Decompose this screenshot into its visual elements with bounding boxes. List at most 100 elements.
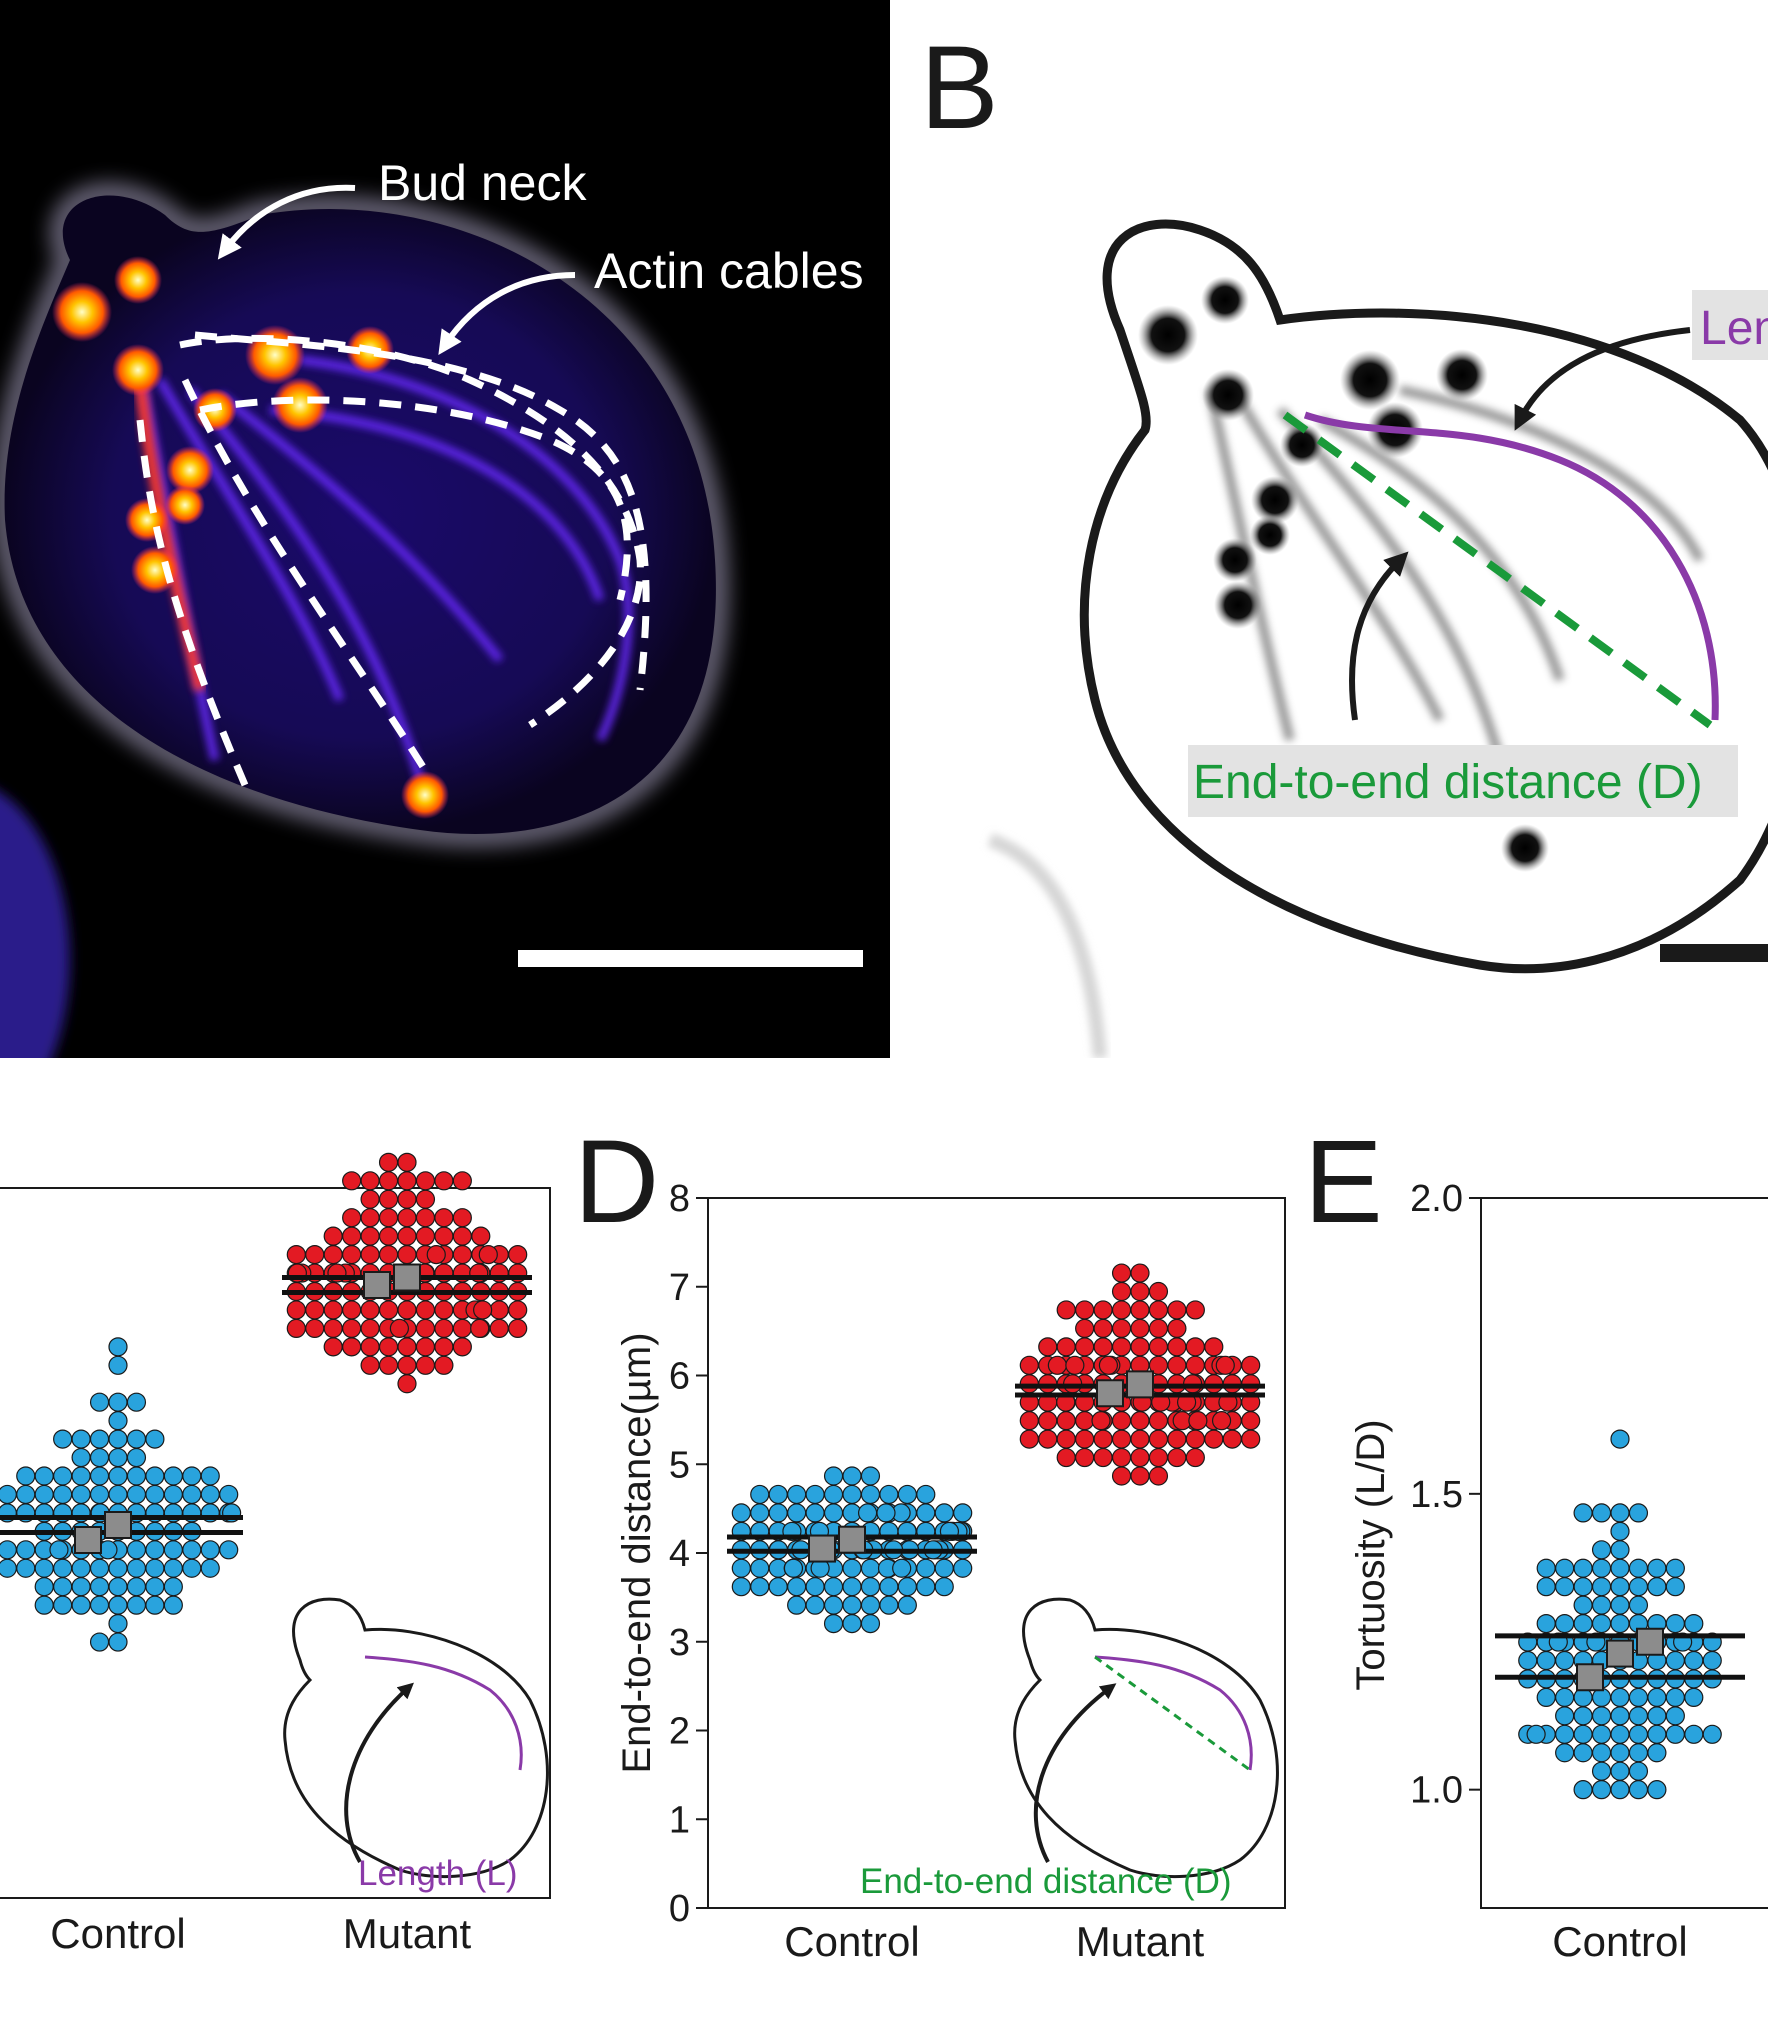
- data-point-control: [1610, 1706, 1630, 1726]
- data-point-mutant: [378, 1171, 399, 1191]
- panel-letter-e: E: [1304, 1116, 1383, 1248]
- data-point-control: [805, 1595, 825, 1615]
- data-point-control: [71, 1447, 91, 1468]
- data-point-control: [108, 1595, 128, 1615]
- data-point-mutant: [378, 1337, 399, 1357]
- data-point-control: [53, 1595, 73, 1615]
- data-point-mutant: [1130, 1411, 1150, 1431]
- data-point-mutant: [397, 1226, 417, 1246]
- length-label-box: [1692, 290, 1768, 360]
- data-point-control: [1610, 1613, 1630, 1634]
- y-axis-e-tick-label: 2.0: [1410, 1178, 1463, 1220]
- data-point-control: [1647, 1577, 1667, 1597]
- data-point-control: [71, 1466, 91, 1486]
- category-label-mutant-d: Mutant: [1076, 1918, 1205, 1965]
- data-point-control: [750, 1558, 770, 1578]
- y-axis-title-d: End-to-end distance(µm): [615, 1332, 659, 1773]
- category-label-mutant-c: Mutant: [343, 1910, 472, 1957]
- data-point-control: [1610, 1429, 1630, 1449]
- data-point-control: [897, 1577, 917, 1597]
- distance-label: End-to-end distance (D): [1193, 756, 1703, 809]
- data-point-control: [1684, 1687, 1704, 1708]
- data-point-control: [934, 1577, 954, 1597]
- data-point-control: [163, 1558, 183, 1578]
- data-point-control: [1628, 1706, 1649, 1726]
- data-point-control: [53, 1466, 73, 1486]
- data-point-control: [1518, 1650, 1538, 1671]
- data-point-control: [126, 1595, 147, 1615]
- data-point-control: [108, 1613, 128, 1634]
- data-point-control: [108, 1337, 128, 1357]
- y-axis-d-tick-label: 7: [669, 1267, 690, 1309]
- data-point-mutant: [1130, 1447, 1150, 1468]
- data-point-control: [1591, 1558, 1612, 1578]
- y-axis-d-tick-label: 6: [669, 1356, 690, 1398]
- data-point-mutant: [1130, 1263, 1150, 1283]
- data-point-mutant: [360, 1300, 380, 1320]
- data-point-control: [823, 1466, 844, 1486]
- data-point-control: [200, 1466, 220, 1486]
- y-axis-d-tick-label: 0: [669, 1888, 690, 1930]
- data-point-mutant: [323, 1300, 343, 1320]
- mutant-mean-marker: [1096, 1379, 1124, 1408]
- data-point-control: [1555, 1650, 1575, 1671]
- data-point-control: [126, 1447, 147, 1468]
- data-point-mutant: [323, 1244, 343, 1265]
- data-point-mutant: [323, 1318, 343, 1339]
- mutant-mean-marker: [363, 1271, 391, 1299]
- data-point-control: [823, 1503, 844, 1523]
- data-point-control: [1555, 1613, 1575, 1634]
- data-point-control: [89, 1484, 110, 1505]
- data-point-control: [842, 1613, 862, 1634]
- data-point-mutant: [360, 1337, 380, 1357]
- data-point-control: [1610, 1521, 1630, 1541]
- data-point-control: [1628, 1503, 1649, 1523]
- data-point-mutant: [1075, 1300, 1095, 1320]
- data-point-mutant: [1111, 1411, 1132, 1431]
- data-point-mutant: [286, 1318, 306, 1339]
- data-point-mutant: [426, 1244, 446, 1265]
- control-mean-marker: [74, 1526, 102, 1554]
- data-point-mutant: [378, 1152, 399, 1172]
- panel-e-chart: E 1.0 1.5 2.0 Tortuosity (L/D) Control: [1304, 1116, 1768, 1965]
- data-point-control: [108, 1577, 128, 1597]
- data-point-mutant: [1056, 1337, 1076, 1357]
- data-point-control: [1665, 1724, 1685, 1744]
- data-point-mutant: [360, 1318, 380, 1339]
- data-point-mutant: [378, 1208, 399, 1228]
- inset-length-cell: Length (L): [283, 1597, 549, 1893]
- data-point-control: [783, 1558, 804, 1578]
- data-point-mutant: [434, 1318, 454, 1339]
- actin-cables-arrow: [438, 272, 576, 355]
- data-point-mutant: [378, 1300, 399, 1320]
- data-point-control: [934, 1503, 954, 1523]
- data-point-mutant: [397, 1152, 417, 1172]
- data-point-mutant: [1185, 1337, 1205, 1357]
- data-point-control: [768, 1577, 788, 1597]
- data-point-control: [897, 1595, 917, 1615]
- data-point-mutant: [360, 1244, 380, 1265]
- data-point-mutant: [1130, 1281, 1150, 1302]
- data-point-control: [750, 1577, 770, 1597]
- data-point-control: [892, 1558, 912, 1578]
- data-point-control: [1610, 1724, 1630, 1744]
- data-point-control: [145, 1429, 165, 1449]
- data-point-control: [916, 1558, 936, 1578]
- data-point-control: [126, 1577, 147, 1597]
- data-point-control: [879, 1484, 899, 1505]
- data-point-control: [126, 1484, 147, 1505]
- data-point-mutant: [323, 1337, 343, 1357]
- data-point-mutant: [452, 1318, 472, 1339]
- points-c: [0, 1152, 528, 1652]
- data-point-mutant: [1204, 1429, 1224, 1449]
- data-point-control: [1536, 1577, 1556, 1597]
- control-mean-marker: [1636, 1627, 1664, 1656]
- bud-neck-arrow: [217, 184, 356, 260]
- data-point-control: [857, 1503, 878, 1523]
- data-point-control: [16, 1558, 36, 1578]
- data-point-control: [126, 1558, 147, 1578]
- data-point-control: [126, 1392, 147, 1412]
- data-point-control: [108, 1558, 128, 1578]
- panel-a-micrograph: Bud neck Actin cables: [0, 0, 890, 1058]
